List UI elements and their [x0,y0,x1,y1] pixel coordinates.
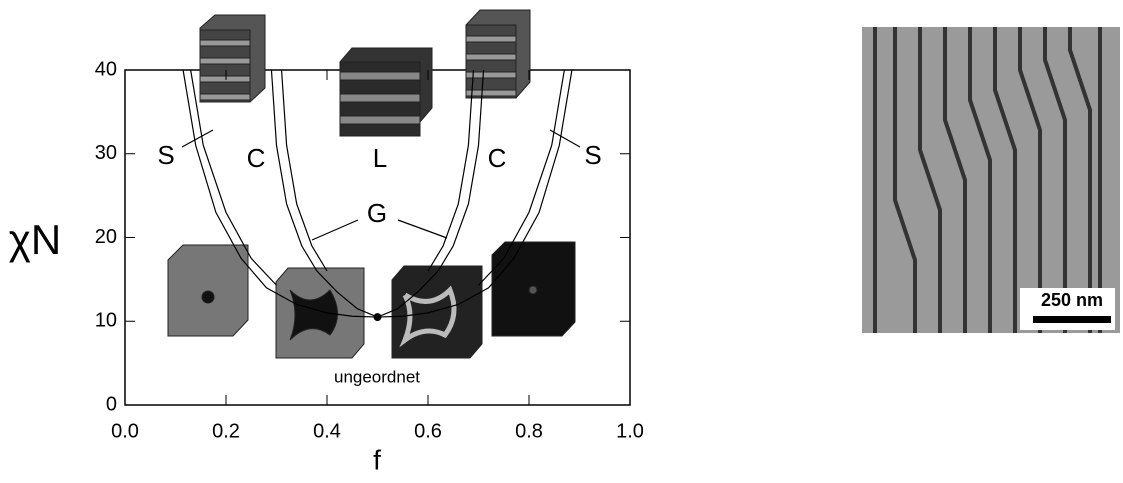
phase-boundary [428,70,473,271]
scale-bar-label: 250 nm [1041,290,1103,310]
structure-cubes [168,10,575,358]
annotation: S [157,140,174,170]
micrograph [862,27,1120,333]
annotation: G [367,198,387,228]
y-tick-label: 30 [95,142,117,164]
x-tick-label: 0.8 [515,420,543,442]
y-axis-label: χN [9,216,61,263]
x-axis-label: f [373,444,381,475]
annotation: ungeordnet [334,367,420,386]
x-tick-label: 0.6 [414,420,442,442]
annotation: S [584,140,601,170]
annotation: C [488,143,507,173]
y-tick-label: 20 [95,226,117,248]
annotation: L [373,143,387,173]
y-tick-label: 10 [95,310,117,332]
figure: χN f 250 nm 0.0 0.2 0.4 0.6 0.8 1.0 0 [0,0,1123,478]
y-tick-label: 40 [95,58,117,80]
x-tick-label: 0.2 [212,420,240,442]
x-tick-label: 0.0 [111,420,139,442]
x-tick-label: 1.0 [616,420,644,442]
x-tick-label: 0.4 [313,420,341,442]
annotation: C [247,143,266,173]
critical-point [374,313,382,321]
phase-boundary [282,70,327,271]
y-tick-label: 0 [106,393,117,415]
